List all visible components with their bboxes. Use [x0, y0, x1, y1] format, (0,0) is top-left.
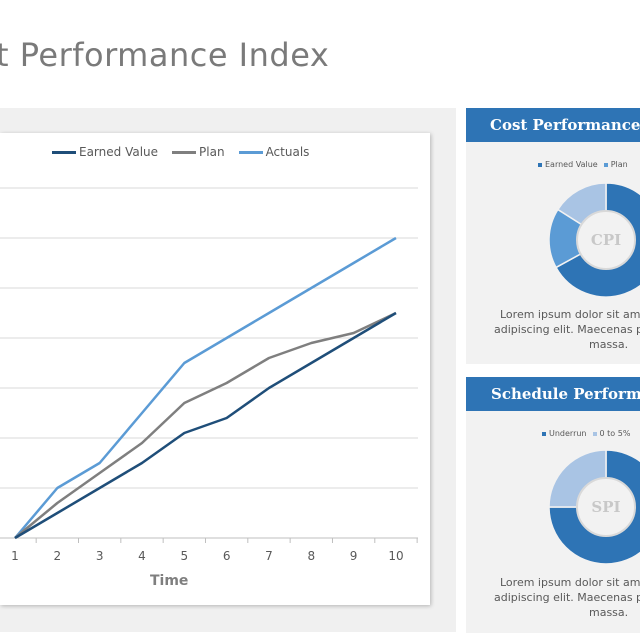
donut-hole: [576, 477, 636, 537]
donut-center-label: SPI: [591, 498, 620, 516]
donut-center-label: CPI: [591, 231, 621, 249]
legend-plan: Plan: [172, 145, 225, 159]
x-tick-label: 9: [349, 549, 358, 563]
legend-earned-value: Earned Value: [52, 145, 158, 159]
legend-swatch: [238, 150, 263, 154]
x-tick-label: 2: [53, 549, 62, 563]
series-earned-value: [14, 311, 397, 540]
x-tick-label: 5: [180, 549, 189, 563]
series-plan: [14, 311, 397, 539]
line-chart-plot: [0, 187, 418, 543]
cost-performance-panel: Cost Performance Earned Value Plan CPI L…: [466, 108, 640, 364]
legend-label: Actuals: [265, 145, 310, 159]
legend-item: 0 to 5%: [592, 429, 630, 438]
cpi-donut-chart: CPI: [548, 182, 640, 298]
legend-swatch: [172, 150, 197, 154]
legend-item: Plan: [603, 160, 628, 169]
series-actuals: [14, 236, 397, 539]
chart-legend: Earned Value Plan Actuals: [52, 145, 309, 159]
x-tick-label: 6: [222, 549, 231, 563]
spi-legend: Underrun 0 to 5%: [542, 429, 630, 438]
x-tick-label: 3: [95, 549, 104, 563]
panel-header: Schedule Performance: [466, 377, 640, 411]
donut-slice: [555, 182, 640, 298]
panel-description: Lorem ipsum dolor sit amet, adipiscing e…: [494, 308, 640, 351]
x-tick-label: 10: [388, 549, 404, 563]
page-title: t Performance Index: [0, 36, 330, 74]
legend-label: Plan: [199, 145, 225, 159]
x-tick-label: 4: [138, 549, 146, 563]
legend-item: Earned Value: [538, 160, 598, 169]
panel-header: Cost Performance: [466, 108, 640, 142]
x-tick-label: 1: [11, 549, 19, 563]
spi-donut-chart: SPI: [548, 449, 640, 565]
x-tick-label: 7: [265, 549, 273, 563]
schedule-performance-panel: Schedule Performance Underrun 0 to 5% SP…: [466, 377, 640, 633]
donut-hole: [576, 210, 636, 270]
legend-swatch: [52, 150, 76, 154]
legend-item: Underrun: [542, 429, 587, 438]
x-tick-label: 8: [307, 549, 316, 563]
panel-description: Lorem ipsum dolor sit amet, adipiscing e…: [494, 576, 640, 619]
cpi-legend: Earned Value Plan: [538, 160, 628, 169]
x-axis-label: Time: [150, 573, 189, 589]
legend-label: Earned Value: [79, 145, 159, 159]
legend-actuals: Actuals: [238, 145, 310, 159]
line-chart: Earned Value Plan Actuals 1 2 3 4 5 6 7 8 9 10 Ti…: [0, 133, 430, 605]
